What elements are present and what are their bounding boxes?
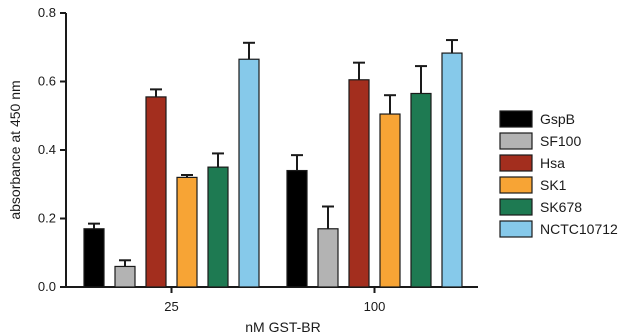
legend-swatch-gspb — [499, 110, 533, 128]
legend-label-sk1: SK1 — [540, 177, 567, 193]
legend-swatch-sf100 — [499, 132, 533, 150]
y-tick-label: 0.4 — [38, 142, 56, 157]
legend-swatch-sk678 — [499, 198, 533, 216]
bar-gspb-100 — [286, 169, 308, 288]
bar-hsa-25 — [145, 96, 167, 288]
y-tick-label: 0.8 — [38, 5, 56, 20]
legend-swatch-nctc10712 — [499, 220, 533, 238]
legend-label-sf100: SF100 — [540, 133, 581, 149]
x-tick-label: 25 — [164, 299, 178, 314]
bar-sk1-25 — [176, 176, 198, 288]
legend-label-hsa: Hsa — [540, 155, 565, 171]
legend-label-gspb: GspB — [540, 111, 575, 127]
legend: GspB SF100 Hsa SK1 SK678 NCTC10712 — [499, 110, 618, 238]
x-axis-title: nM GST-BR — [245, 319, 320, 335]
bar-sf100-25 — [114, 265, 136, 288]
bar-gspb-25 — [83, 228, 105, 288]
x-tick-label: 100 — [364, 299, 386, 314]
legend-label-nctc10712: NCTC10712 — [540, 221, 618, 237]
bar-nctc10712-25 — [238, 58, 260, 288]
legend-swatch-hsa — [499, 154, 533, 172]
y-axis-title: absorbance at 450 nm — [7, 80, 23, 219]
bar-hsa-100 — [348, 79, 370, 288]
bar-sk678-100 — [410, 92, 432, 288]
y-tick-label: 0.2 — [38, 211, 56, 226]
plot-area: 0.0 0.2 0.4 0.6 0.8 25 100 — [38, 5, 478, 314]
bar-nctc10712-100 — [441, 52, 463, 288]
bar-sf100-100 — [317, 228, 339, 288]
legend-label-sk678: SK678 — [540, 199, 582, 215]
bar-sk678-25 — [207, 166, 229, 288]
bar-sk1-100 — [379, 113, 401, 288]
y-tick-label: 0.6 — [38, 74, 56, 89]
y-tick-label: 0.0 — [38, 279, 56, 294]
legend-swatch-sk1 — [499, 176, 533, 194]
